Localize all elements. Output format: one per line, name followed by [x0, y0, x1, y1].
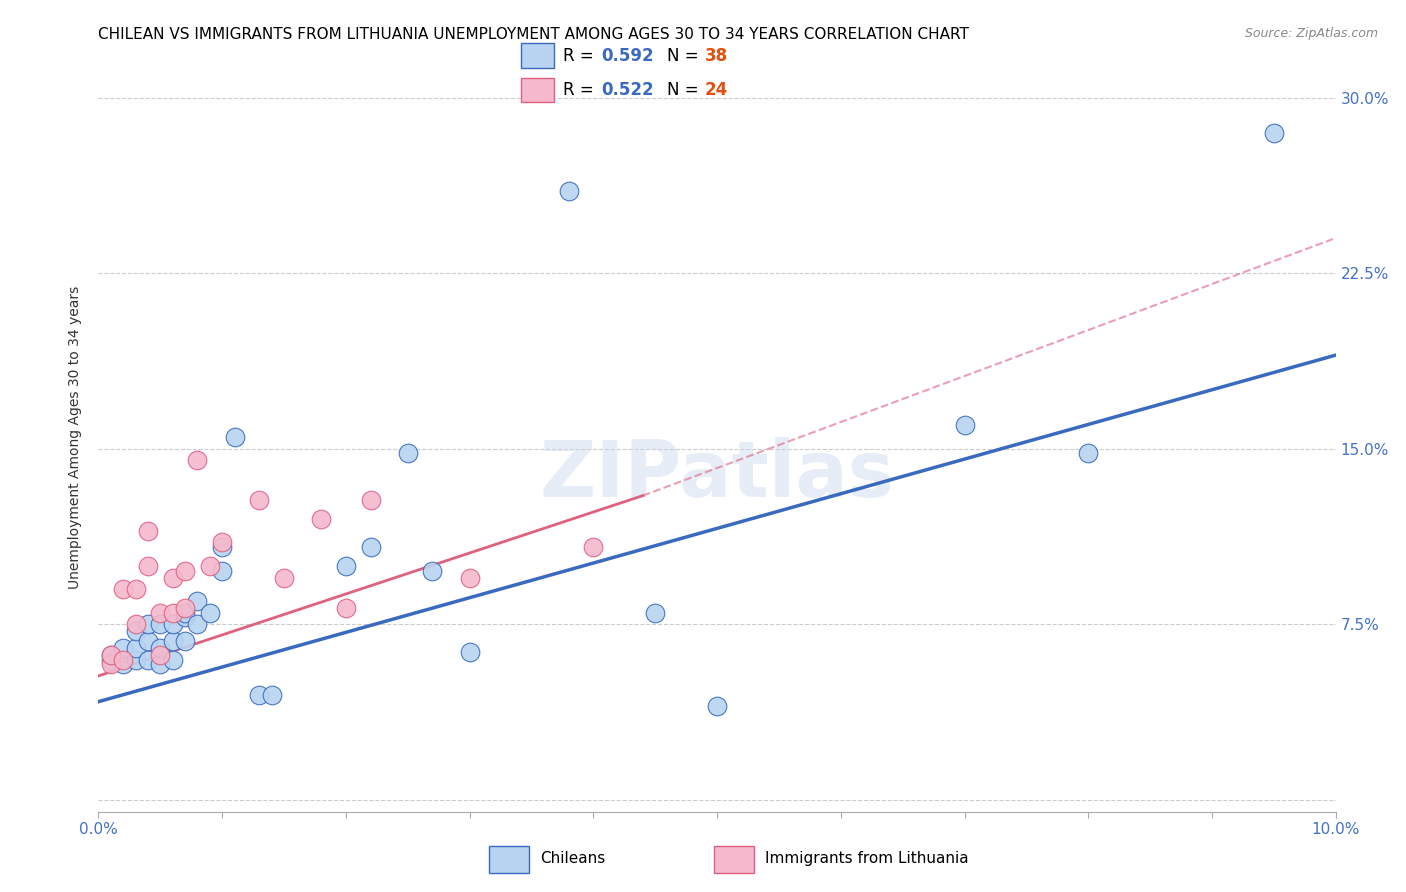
Point: [149, 617, 172, 632]
Point: [360, 540, 382, 554]
Point: [1077, 446, 1099, 460]
Point: [396, 446, 419, 460]
Point: [422, 564, 444, 578]
Point: [162, 606, 184, 620]
Point: [174, 564, 197, 578]
Point: [162, 633, 184, 648]
Point: [149, 657, 172, 672]
Point: [557, 184, 579, 198]
Text: 0.592: 0.592: [600, 47, 654, 65]
Text: N =: N =: [666, 81, 703, 99]
Point: [211, 564, 233, 578]
Text: Chileans: Chileans: [540, 851, 605, 866]
Point: [224, 430, 246, 444]
Point: [211, 540, 233, 554]
Point: [100, 657, 122, 672]
Point: [149, 640, 172, 655]
Point: [186, 617, 208, 632]
Point: [100, 648, 122, 662]
Point: [198, 558, 221, 573]
Point: [124, 617, 146, 632]
Point: [136, 558, 159, 573]
Point: [706, 699, 728, 714]
Y-axis label: Unemployment Among Ages 30 to 34 years: Unemployment Among Ages 30 to 34 years: [69, 285, 83, 589]
Point: [458, 646, 481, 660]
Point: [149, 648, 172, 662]
Point: [124, 652, 146, 666]
Point: [211, 535, 233, 549]
Point: [124, 640, 146, 655]
Point: [273, 571, 295, 585]
Point: [100, 652, 122, 666]
Point: [582, 540, 605, 554]
Bar: [489, 847, 529, 873]
Point: [335, 558, 357, 573]
Bar: [714, 847, 754, 873]
Point: [124, 624, 146, 639]
Point: [186, 594, 208, 608]
Point: [1263, 126, 1285, 140]
Text: 0.522: 0.522: [600, 81, 654, 99]
Point: [174, 601, 197, 615]
Text: 24: 24: [706, 81, 728, 99]
Text: ZIPatlas: ZIPatlas: [540, 436, 894, 513]
Point: [124, 582, 146, 597]
Text: Source: ZipAtlas.com: Source: ZipAtlas.com: [1244, 27, 1378, 40]
Point: [247, 688, 270, 702]
Text: N =: N =: [666, 47, 703, 65]
Point: [112, 582, 135, 597]
Point: [100, 648, 122, 662]
Point: [162, 617, 184, 632]
Point: [136, 524, 159, 538]
Point: [335, 601, 357, 615]
Point: [953, 418, 976, 433]
Point: [174, 606, 197, 620]
Text: R =: R =: [562, 47, 599, 65]
Point: [112, 657, 135, 672]
Point: [247, 493, 270, 508]
Point: [136, 617, 159, 632]
Point: [112, 652, 135, 666]
Point: [112, 640, 135, 655]
Point: [149, 606, 172, 620]
Bar: [522, 44, 554, 68]
Point: [162, 652, 184, 666]
Point: [458, 571, 481, 585]
Point: [186, 453, 208, 467]
Text: 38: 38: [706, 47, 728, 65]
Point: [309, 512, 332, 526]
Text: R =: R =: [562, 81, 599, 99]
Point: [360, 493, 382, 508]
Point: [136, 633, 159, 648]
Point: [644, 606, 666, 620]
Point: [260, 688, 283, 702]
Point: [174, 610, 197, 624]
Point: [174, 633, 197, 648]
Point: [162, 571, 184, 585]
Text: CHILEAN VS IMMIGRANTS FROM LITHUANIA UNEMPLOYMENT AMONG AGES 30 TO 34 YEARS CORR: CHILEAN VS IMMIGRANTS FROM LITHUANIA UNE…: [98, 27, 969, 42]
Text: Immigrants from Lithuania: Immigrants from Lithuania: [765, 851, 969, 866]
Point: [198, 606, 221, 620]
Point: [136, 652, 159, 666]
Bar: [522, 78, 554, 103]
